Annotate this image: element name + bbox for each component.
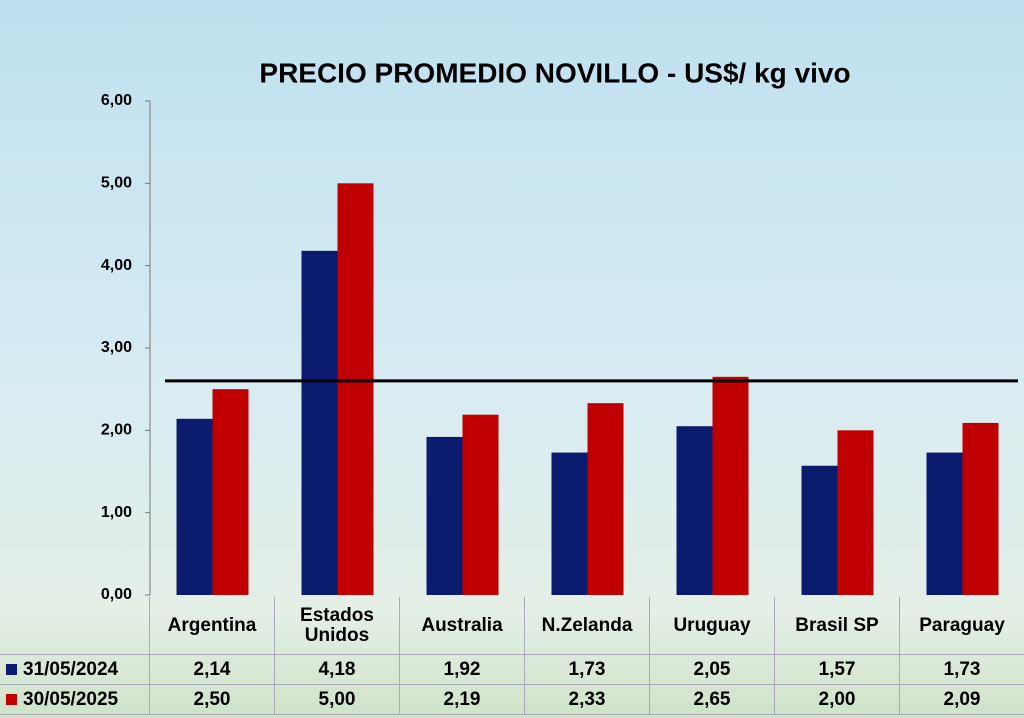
category-label: Uruguay — [650, 597, 775, 655]
legend-entry: 31/05/2024 — [0, 655, 150, 685]
value-cell: 2,05 — [650, 655, 775, 685]
bar — [587, 403, 624, 595]
y-tick-label: 6,00 — [101, 92, 132, 109]
value-cell: 2,65 — [650, 685, 775, 715]
bar — [801, 465, 838, 595]
bar — [176, 418, 213, 595]
y-tick-label: 3,00 — [101, 339, 132, 356]
category-label: Brasil SP — [775, 597, 900, 655]
value-cell: 1,57 — [775, 655, 900, 685]
bar — [426, 436, 463, 595]
value-cell: 2,14 — [150, 655, 275, 685]
value-cell: 2,19 — [400, 685, 525, 715]
value-cell: 4,18 — [275, 655, 400, 685]
bar — [712, 376, 749, 595]
chart-title: PRECIO PROMEDIO NOVILLO - US$/ kg vivo — [259, 57, 850, 88]
value-cell: 2,33 — [525, 685, 650, 715]
y-tick-label: 4,00 — [101, 257, 132, 274]
value-cell: 1,92 — [400, 655, 525, 685]
bar — [926, 452, 963, 595]
value-cell: 1,73 — [525, 655, 650, 685]
legend-key — [6, 664, 17, 675]
bar — [676, 426, 713, 595]
legend-label: 30/05/2025 — [23, 688, 119, 710]
category-label: Estados Unidos — [275, 597, 400, 655]
table-corner — [0, 597, 150, 655]
bar — [212, 389, 249, 595]
bar — [837, 430, 874, 595]
category-label: Argentina — [150, 597, 275, 655]
category-label: N.Zelanda — [525, 597, 650, 655]
category-label: Paraguay — [900, 597, 1024, 655]
value-cell: 5,00 — [275, 685, 400, 715]
bar — [551, 452, 588, 595]
value-cell: 1,73 — [900, 655, 1024, 685]
category-label: Australia — [400, 597, 525, 655]
bar — [962, 422, 999, 595]
value-cell: 2,50 — [150, 685, 275, 715]
legend-key — [6, 694, 17, 705]
bar — [301, 250, 338, 595]
value-cell: 2,09 — [900, 685, 1024, 715]
bar — [337, 183, 374, 596]
legend-label: 31/05/2024 — [23, 658, 119, 680]
legend-entry: 30/05/2025 — [0, 685, 150, 715]
bar — [462, 414, 499, 595]
y-tick-label: 2,00 — [101, 422, 132, 439]
y-tick-label: 5,00 — [101, 175, 132, 192]
value-cell: 2,00 — [775, 685, 900, 715]
y-tick-label: 1,00 — [101, 504, 132, 521]
y-tick-label: 0,00 — [101, 586, 132, 603]
